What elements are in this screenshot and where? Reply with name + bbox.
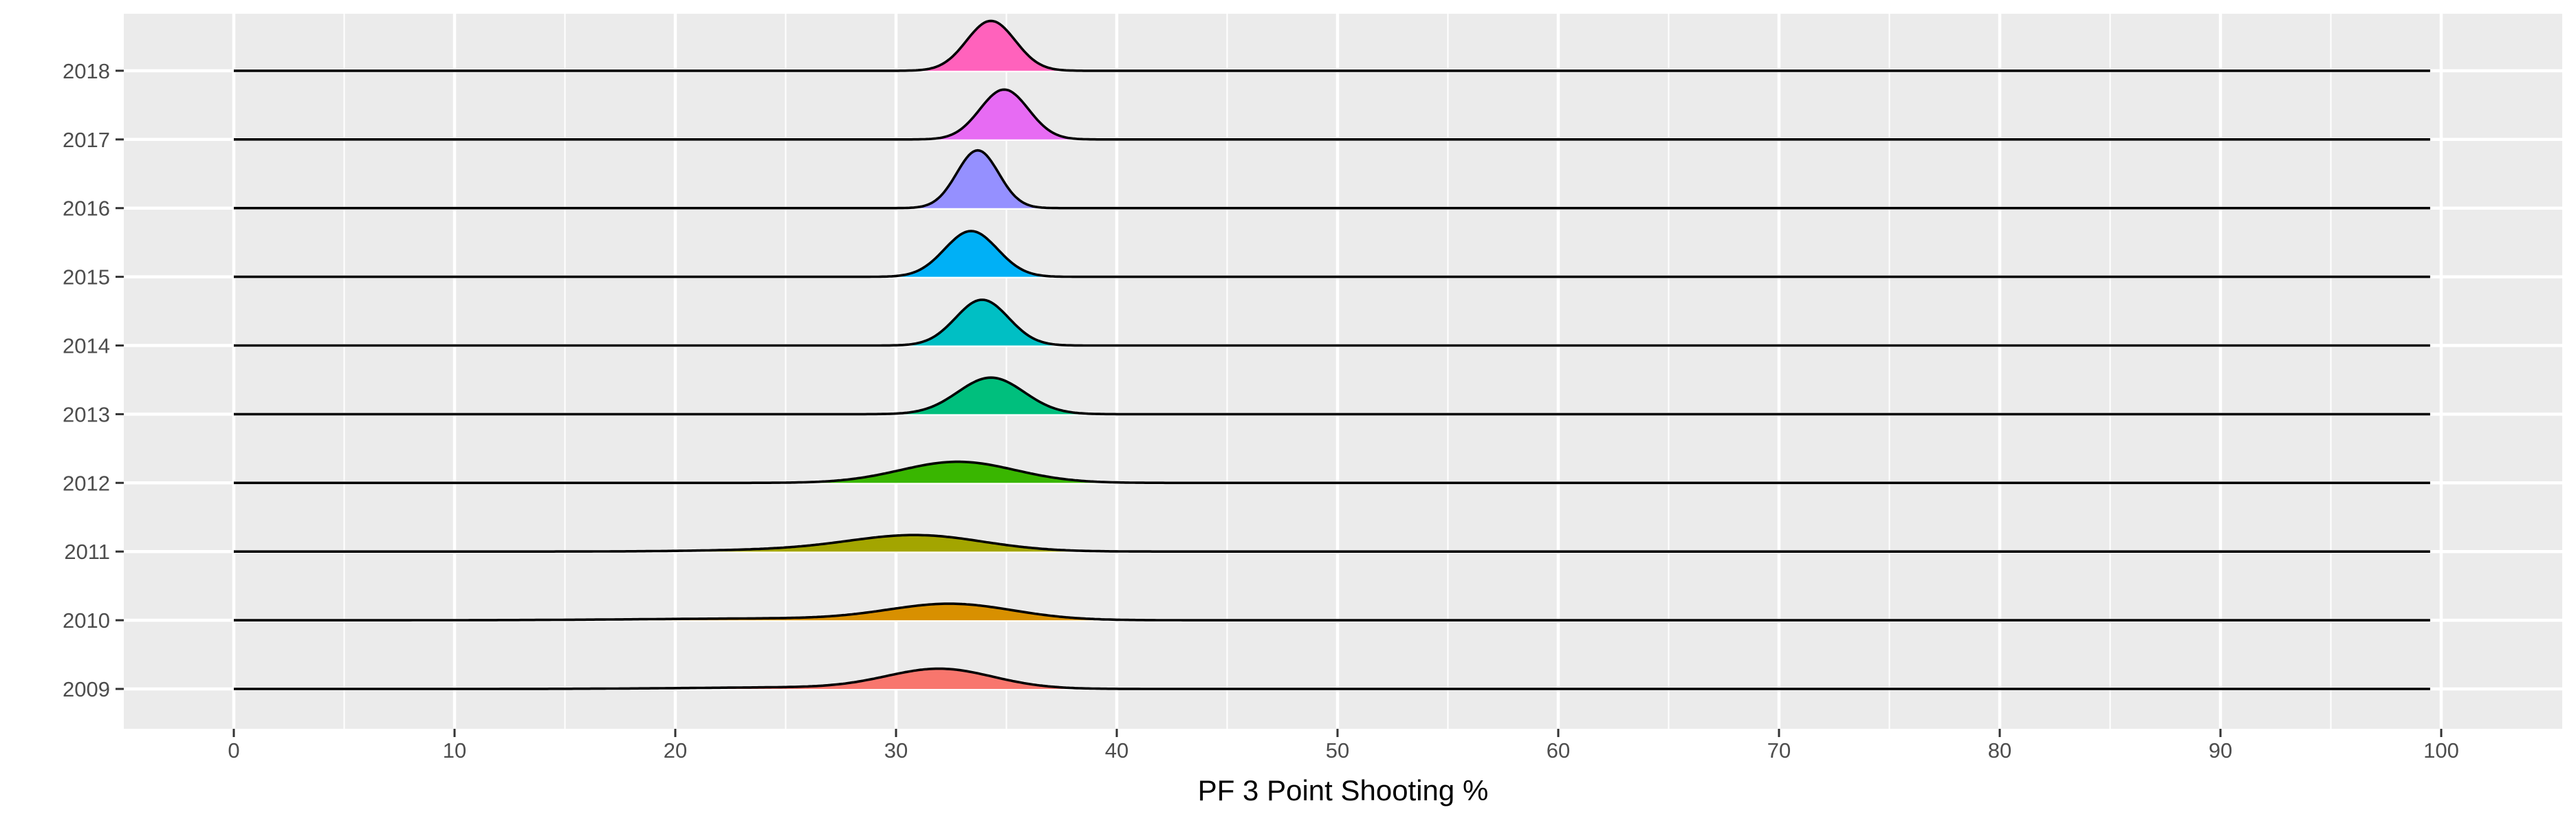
- y-tick-label-2017: 2017: [63, 128, 110, 152]
- x-tick-label-70: 70: [1767, 738, 1791, 762]
- ridge-fill-2015: [891, 231, 1051, 277]
- ridge-line-2009: [234, 667, 2430, 690]
- ridge-fill-2010: [558, 604, 1122, 621]
- ridge-fill-2016: [913, 150, 1042, 208]
- y-tick-label-2011: 2011: [64, 540, 110, 564]
- y-tick-label-2014: 2014: [63, 334, 110, 358]
- x-tick-label-30: 30: [884, 738, 908, 762]
- ridge-fill-2012: [798, 461, 1117, 483]
- y-tick-label-2015: 2015: [63, 265, 110, 289]
- ridge-line-2015: [234, 230, 2430, 278]
- y-tick-label-2018: 2018: [63, 59, 110, 83]
- ridge-fill-2017: [929, 89, 1080, 140]
- ridge-line-2018: [234, 19, 2430, 72]
- x-tick-label-0: 0: [228, 738, 239, 762]
- x-tick-label-60: 60: [1547, 738, 1570, 762]
- ridge-fill-2013: [893, 377, 1089, 415]
- x-tick-label-10: 10: [443, 738, 466, 762]
- x-tick-label-100: 100: [2423, 738, 2459, 762]
- y-tick-label-2010: 2010: [63, 608, 110, 633]
- x-axis: 0 10 20 30 40 50 60 70 80 90 100: [228, 729, 2459, 762]
- x-tick-label-40: 40: [1105, 738, 1128, 762]
- x-tick-label-20: 20: [664, 738, 687, 762]
- ridge-line-2012: [234, 460, 2430, 485]
- ridge-fill-2018: [915, 21, 1067, 71]
- ridge-line-2010: [234, 602, 2430, 622]
- y-tick-label-2016: 2016: [63, 197, 110, 221]
- x-tick-label-80: 80: [1988, 738, 2011, 762]
- minor-gridlines: [343, 14, 2332, 729]
- y-tick-label-2012: 2012: [63, 471, 110, 495]
- y-tick-label-2009: 2009: [63, 677, 110, 701]
- ridge-line-2011: [234, 534, 2430, 553]
- density-ridges: [234, 19, 2430, 690]
- x-tick-label-50: 50: [1326, 738, 1349, 762]
- x-axis-title: PF 3 Point Shooting %: [1198, 774, 1489, 806]
- ridge-fill-2011: [651, 535, 1098, 552]
- ridge-line-2014: [234, 298, 2430, 347]
- ridge-line-2016: [234, 149, 2430, 210]
- plot-panel: [124, 14, 2562, 729]
- y-tick-label-2013: 2013: [63, 402, 110, 426]
- y-axis: 2009 2010 2011 2012 2013 2014 2015 2016 2017 2018: [63, 59, 124, 701]
- ridge-fill-2014: [902, 300, 1062, 346]
- x-tick-label-90: 90: [2209, 738, 2232, 762]
- ridge-line-2013: [234, 376, 2430, 416]
- ridge-line-2017: [234, 88, 2430, 141]
